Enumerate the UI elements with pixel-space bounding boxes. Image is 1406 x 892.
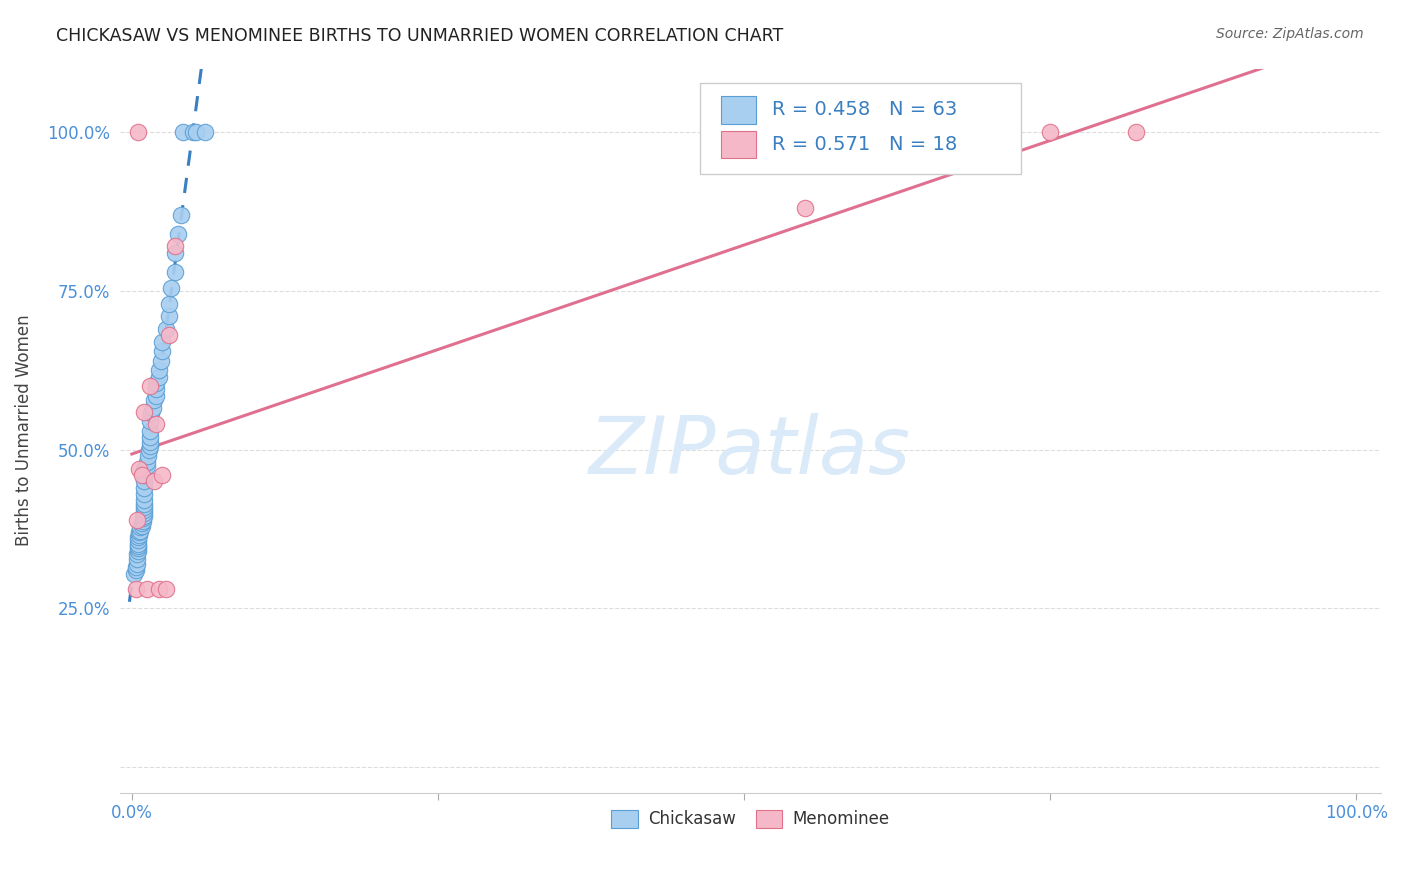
Point bbox=[132, 500, 155, 514]
Point bbox=[148, 363, 170, 377]
Point bbox=[141, 406, 163, 420]
Point bbox=[124, 563, 146, 577]
Point bbox=[125, 548, 148, 562]
Point bbox=[142, 475, 165, 489]
Point bbox=[142, 393, 165, 408]
Point bbox=[152, 468, 174, 483]
Point bbox=[163, 245, 186, 260]
Point bbox=[132, 475, 155, 489]
Text: R = 0.458   N = 63: R = 0.458 N = 63 bbox=[772, 100, 957, 120]
Point bbox=[135, 458, 157, 473]
Point bbox=[132, 404, 155, 418]
Bar bbox=[721, 96, 756, 124]
Point bbox=[145, 382, 167, 396]
Point bbox=[127, 544, 149, 558]
Point bbox=[127, 125, 149, 139]
Point bbox=[167, 227, 190, 241]
Point bbox=[163, 239, 186, 253]
Point bbox=[172, 125, 194, 139]
Point bbox=[132, 503, 155, 517]
Point bbox=[136, 449, 159, 463]
Point bbox=[128, 528, 150, 542]
Point bbox=[139, 440, 162, 454]
Point bbox=[132, 481, 155, 495]
Point bbox=[132, 468, 155, 483]
Point bbox=[157, 296, 180, 310]
Point bbox=[135, 582, 157, 597]
Point bbox=[124, 582, 146, 597]
Point bbox=[128, 461, 150, 475]
Point bbox=[184, 125, 207, 139]
Point bbox=[124, 566, 146, 581]
Point bbox=[129, 524, 152, 538]
Point bbox=[157, 310, 180, 324]
Text: CHICKASAW VS MENOMINEE BIRTHS TO UNMARRIED WOMEN CORRELATION CHART: CHICKASAW VS MENOMINEE BIRTHS TO UNMARRI… bbox=[56, 27, 783, 45]
Point bbox=[155, 582, 177, 597]
Point bbox=[125, 557, 148, 571]
Text: Source: ZipAtlas.com: Source: ZipAtlas.com bbox=[1216, 27, 1364, 41]
Point bbox=[131, 468, 153, 483]
Point bbox=[131, 516, 153, 530]
Point bbox=[125, 552, 148, 566]
Legend: Chickasaw, Menominee: Chickasaw, Menominee bbox=[605, 803, 896, 835]
Point bbox=[127, 533, 149, 547]
Point bbox=[131, 519, 153, 533]
Point bbox=[194, 125, 217, 139]
Point bbox=[127, 539, 149, 553]
Point bbox=[127, 541, 149, 555]
Point bbox=[139, 430, 162, 444]
Point bbox=[132, 487, 155, 501]
Point bbox=[125, 512, 148, 526]
Point bbox=[181, 125, 204, 139]
Point bbox=[152, 344, 174, 359]
Text: ZIPatlas: ZIPatlas bbox=[589, 413, 911, 491]
Point bbox=[139, 379, 162, 393]
Point bbox=[145, 376, 167, 390]
Point bbox=[794, 201, 817, 215]
Point bbox=[135, 455, 157, 469]
Point bbox=[132, 511, 155, 525]
Point bbox=[127, 536, 149, 550]
Point bbox=[157, 328, 180, 343]
Point bbox=[139, 435, 162, 450]
Point bbox=[132, 506, 155, 520]
Point bbox=[127, 530, 149, 544]
Point bbox=[128, 525, 150, 540]
Text: R = 0.571   N = 18: R = 0.571 N = 18 bbox=[772, 135, 957, 154]
Point bbox=[152, 334, 174, 349]
Point bbox=[145, 417, 167, 432]
Point bbox=[132, 461, 155, 475]
Point bbox=[124, 560, 146, 574]
Point bbox=[138, 442, 160, 457]
Point bbox=[1039, 125, 1062, 139]
Y-axis label: Births to Unmarried Women: Births to Unmarried Women bbox=[15, 315, 32, 547]
FancyBboxPatch shape bbox=[700, 83, 1021, 174]
Point bbox=[139, 414, 162, 428]
Bar bbox=[721, 131, 756, 158]
Point bbox=[148, 369, 170, 384]
Point bbox=[155, 322, 177, 336]
Point bbox=[148, 582, 170, 597]
Point bbox=[142, 401, 165, 416]
Point bbox=[139, 424, 162, 438]
Point bbox=[129, 520, 152, 534]
Point bbox=[132, 509, 155, 524]
Point bbox=[132, 514, 155, 528]
Point bbox=[150, 353, 173, 368]
Point bbox=[145, 389, 167, 403]
Point bbox=[163, 265, 186, 279]
Point bbox=[170, 208, 193, 222]
Point bbox=[132, 493, 155, 508]
Point bbox=[132, 497, 155, 511]
Point bbox=[1125, 125, 1147, 139]
Point bbox=[160, 280, 183, 294]
